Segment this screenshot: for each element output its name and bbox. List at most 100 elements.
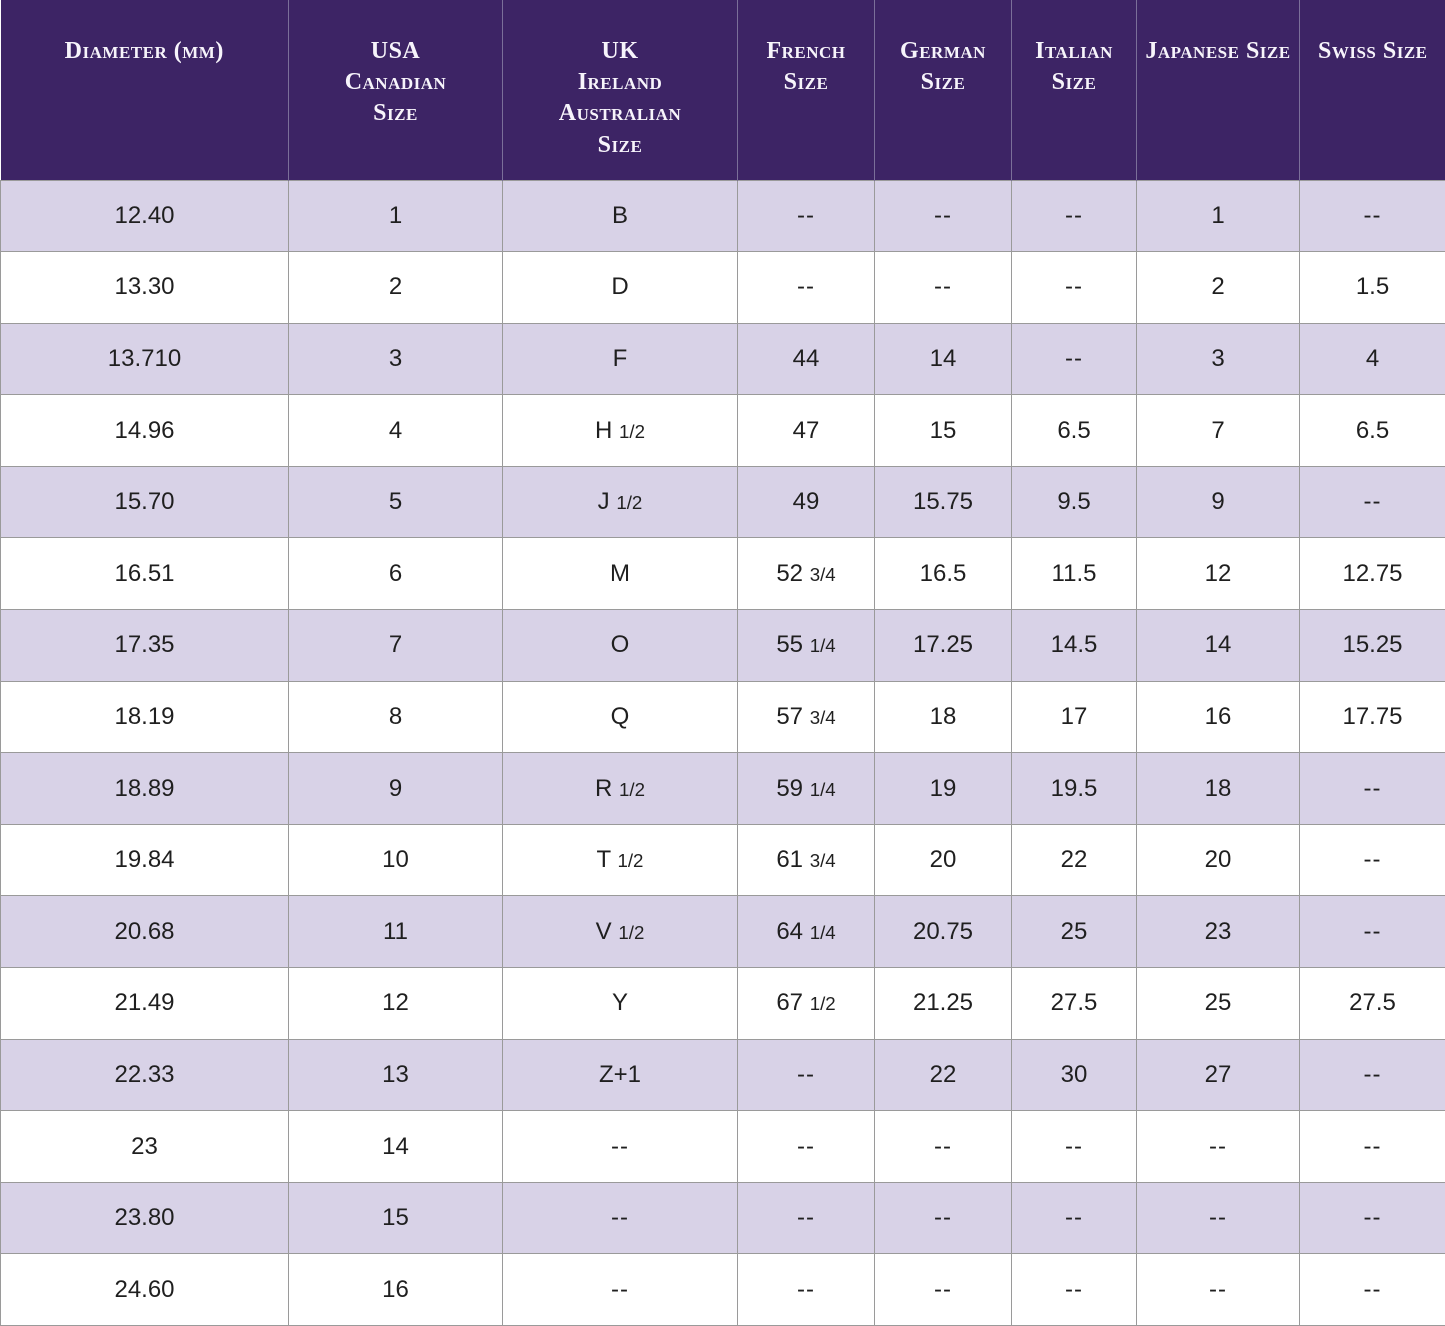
table-cell: 8	[288, 680, 503, 754]
column-header-line: Canadian	[344, 69, 447, 96]
empty-value-dash: --	[1363, 1132, 1382, 1160]
table-cell: 3	[1136, 322, 1300, 396]
table-cell: 22	[1011, 823, 1137, 897]
empty-value-dash: --	[934, 1275, 952, 1303]
empty-value-dash: --	[797, 201, 815, 229]
column-header-line: Size	[1051, 69, 1097, 96]
table-cell: 12.40	[0, 179, 289, 253]
table-cell: 17.25	[874, 609, 1012, 682]
fraction: 1/2	[618, 921, 645, 943]
table-cell: --	[874, 1110, 1012, 1183]
table-cell: 17.35	[0, 609, 289, 682]
table-cell: 23	[1136, 895, 1300, 969]
table-cell: --	[1299, 1038, 1445, 1112]
table-cell: 10	[288, 823, 503, 897]
table-row: 21.49 12 Y 67 1/2 21.25 27.5 25 27.5	[0, 967, 1445, 1040]
table-cell: --	[1011, 179, 1137, 253]
table-cell: 16	[288, 1253, 503, 1326]
table-cell: 7	[288, 609, 503, 682]
empty-value-dash: --	[1209, 1132, 1227, 1160]
table-cell: 14	[874, 322, 1012, 396]
empty-value-dash: --	[1065, 273, 1083, 301]
table-cell: 16	[1136, 680, 1300, 754]
table-cell: 49	[737, 465, 875, 539]
table-cell: 14.96	[0, 394, 289, 467]
table-cell: 9	[288, 752, 503, 825]
table-row: 22.33 13 Z+1 -- 22 30 27 --	[0, 1038, 1445, 1112]
table-cell: 16.51	[0, 537, 289, 611]
table-cell: 13.30	[0, 251, 289, 324]
table-cell: 6	[288, 537, 503, 611]
table-cell: --	[1299, 895, 1445, 969]
table-cell: --	[874, 179, 1012, 253]
table-row: 13.30 2 D -- -- -- 2 1.5	[0, 251, 1445, 324]
table-cell: 23.80	[0, 1181, 289, 1255]
empty-value-dash: --	[1363, 1204, 1382, 1232]
table-cell: 16.5	[874, 537, 1012, 611]
table-cell: 19.5	[1011, 752, 1137, 825]
empty-value-dash: --	[934, 201, 952, 229]
table-cell: 61 3/4	[737, 823, 875, 897]
table-cell: 13.710	[0, 322, 289, 396]
empty-value-dash: --	[611, 1204, 629, 1232]
table-cell: 1	[288, 179, 503, 253]
table-cell: 1.5	[1299, 251, 1445, 324]
table-cell: 27.5	[1011, 967, 1137, 1040]
table-cell: 11	[288, 895, 503, 969]
table-cell: 20.68	[0, 895, 289, 969]
table-cell: T 1/2	[502, 823, 738, 897]
table-cell: --	[874, 1253, 1012, 1326]
column-header: Japanese Size	[1136, 0, 1300, 180]
fraction: 1/4	[809, 778, 836, 800]
table-cell: 5	[288, 465, 503, 539]
table-cell: O	[502, 609, 738, 682]
table-cell: --	[1299, 1253, 1445, 1326]
table-cell: 19.84	[0, 823, 289, 897]
table-cell: 22.33	[0, 1038, 289, 1112]
table-cell: 55 1/4	[737, 609, 875, 682]
table-cell: 44	[737, 322, 875, 396]
table-cell: 20	[1136, 823, 1300, 897]
table-cell: --	[737, 1253, 875, 1326]
table-cell: --	[874, 1181, 1012, 1255]
table-row: 23 14 -- -- -- -- -- --	[0, 1110, 1445, 1183]
empty-value-dash: --	[611, 1275, 629, 1303]
table-cell: 15.25	[1299, 609, 1445, 682]
table-cell: --	[1011, 1253, 1137, 1326]
table-cell: --	[1011, 322, 1137, 396]
empty-value-dash: --	[934, 273, 952, 301]
table-cell: R 1/2	[502, 752, 738, 825]
fraction: 3/4	[809, 563, 836, 585]
table-cell: --	[737, 1181, 875, 1255]
table-cell: 15	[874, 394, 1012, 467]
table-cell: 19	[874, 752, 1012, 825]
table-cell: 1	[1136, 179, 1300, 253]
table-cell: 14.5	[1011, 609, 1137, 682]
table-row: 16.51 6 M 52 3/4 16.5 11.5 12 12.75	[0, 537, 1445, 611]
column-header-line: Diameter (mm)	[64, 38, 224, 64]
column-header-line: French	[766, 38, 846, 64]
table-cell: 59 1/4	[737, 752, 875, 825]
table-cell: 2	[288, 251, 503, 324]
column-header-line: Swiss Size	[1317, 38, 1428, 64]
table-cell: --	[502, 1110, 738, 1183]
table-cell: 18	[874, 680, 1012, 754]
empty-value-dash: --	[1065, 1204, 1083, 1232]
table-row: 13.710 3 F 44 14 -- 3 4	[0, 322, 1445, 396]
table-cell: --	[1011, 251, 1137, 324]
table-cell: 27	[1136, 1038, 1300, 1112]
table-row: 18.89 9 R 1/2 59 1/4 19 19.5 18 --	[0, 752, 1445, 825]
table-cell: 27.5	[1299, 967, 1445, 1040]
table-cell: --	[1299, 1181, 1445, 1255]
fraction: 1/2	[617, 850, 644, 872]
table-cell: 18	[1136, 752, 1300, 825]
column-header: Italian Size	[1011, 0, 1137, 180]
table-cell: 21.49	[0, 967, 289, 1040]
empty-value-dash: --	[1065, 201, 1083, 229]
table-cell: 20	[874, 823, 1012, 897]
table-cell: --	[737, 179, 875, 253]
table-cell: --	[1136, 1253, 1300, 1326]
table-cell: 57 3/4	[737, 680, 875, 754]
table-cell: --	[1011, 1110, 1137, 1183]
table-row: 14.96 4 H 1/2 47 15 6.5 7 6.5	[0, 394, 1445, 467]
